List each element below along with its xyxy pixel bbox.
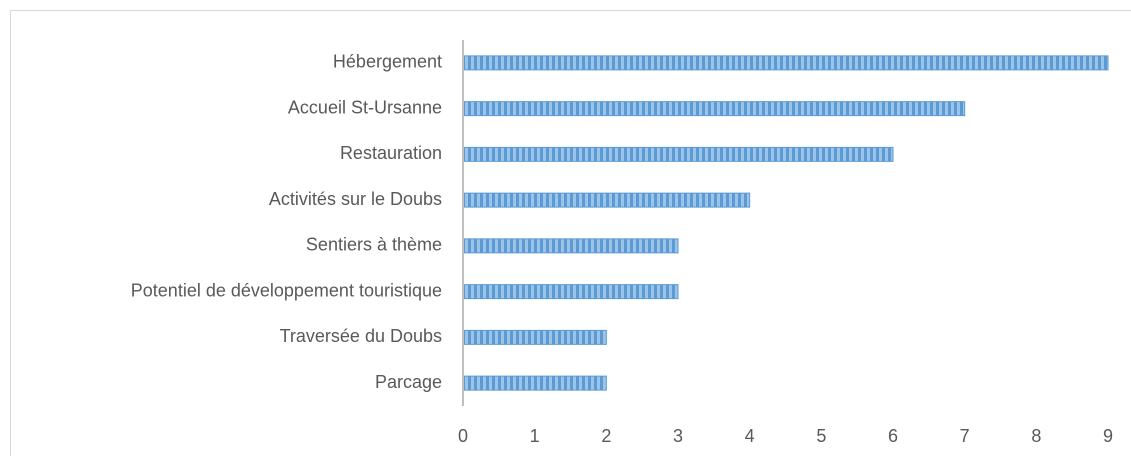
x-tick-label: 4	[745, 426, 755, 446]
x-tick-label: 1	[530, 426, 540, 446]
x-tick-label: 5	[816, 426, 826, 446]
x-tick-label: 7	[960, 426, 970, 446]
x-tick-label: 3	[673, 426, 683, 446]
bar	[462, 146, 894, 162]
bar	[462, 284, 679, 300]
bar	[462, 375, 607, 391]
y-tick-label: Traversée du Doubs	[280, 326, 442, 346]
bar	[462, 192, 751, 208]
y-tick-label: Accueil St-Ursanne	[288, 97, 442, 117]
x-tick-label: 9	[1103, 426, 1113, 446]
y-tick-label: Potentiel de développement touristique	[131, 280, 442, 300]
x-tick-label: 2	[601, 426, 611, 446]
bar	[462, 238, 679, 254]
x-tick-label: 8	[1031, 426, 1041, 446]
bar	[462, 329, 607, 345]
x-tick-label: 0	[458, 426, 468, 446]
y-tick-label: Parcage	[375, 372, 442, 392]
y-tick-label: Sentiers à thème	[306, 235, 442, 255]
y-tick-label: Activités sur le Doubs	[269, 189, 442, 209]
y-tick-label: Hébergement	[333, 52, 442, 72]
bar	[462, 55, 1109, 71]
bar	[462, 101, 966, 117]
x-tick-label: 6	[888, 426, 898, 446]
y-tick-label: Restauration	[340, 143, 442, 163]
